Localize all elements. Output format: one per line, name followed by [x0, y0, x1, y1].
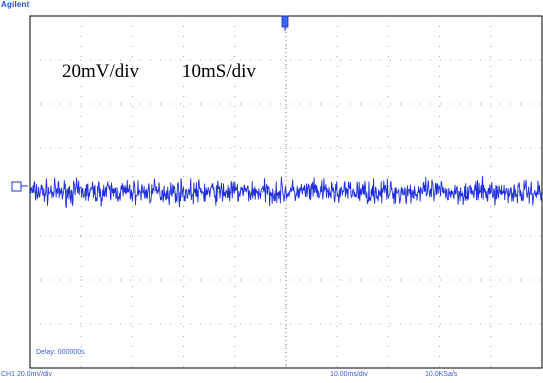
brand-logo: Agilent: [1, 0, 30, 9]
ground-marker-icon[interactable]: [11, 181, 28, 192]
channel-scale-readout: CH1 20.0mV/div: [1, 371, 52, 378]
delay-readout: Delay: 000000s: [36, 349, 85, 356]
time-scale-annotation: 10mS/div: [182, 61, 256, 82]
trigger-marker-icon[interactable]: [281, 15, 289, 31]
sample-rate-readout: 10.0KSa/s: [425, 371, 458, 378]
vertical-scale-annotation: 20mV/div: [62, 61, 140, 82]
timebase-readout: 10.00ms/div: [330, 371, 368, 378]
trace-group: [29, 175, 543, 209]
channel-1-trace: [29, 175, 543, 209]
